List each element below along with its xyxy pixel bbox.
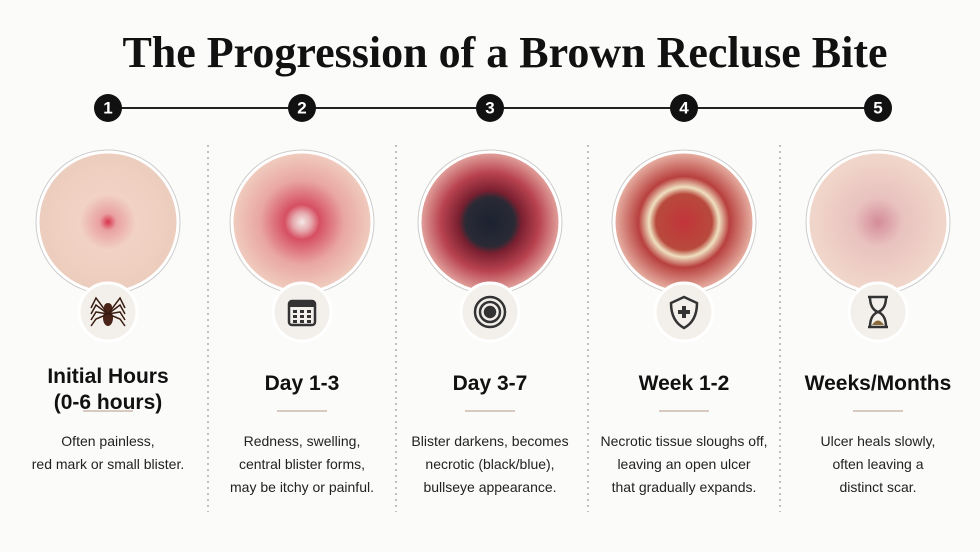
step-badge	[288, 94, 316, 122]
stage: 1 Initial Hours (0-6 hours) Often painless,…	[32, 94, 184, 472]
step-badge	[670, 94, 698, 122]
skin-photo	[418, 150, 562, 294]
stage: 3 Day 3-7 Blister darkens, becomes necrotic…	[411, 94, 569, 495]
calendar-top	[289, 301, 315, 307]
target-ring	[473, 295, 507, 329]
stage-heading: Day 1-3	[265, 372, 340, 395]
stage-heading: Weeks/Months	[805, 372, 952, 395]
stage-heading: Initial Hours	[47, 365, 168, 388]
calendar-day	[293, 310, 297, 313]
stage-description: Redness, swelling,	[244, 433, 361, 449]
stage-heading: (0-6 hours)	[54, 391, 163, 414]
shield-cross	[678, 306, 690, 318]
separators	[207, 145, 781, 512]
calendar-day	[300, 310, 304, 313]
spider-leg	[107, 296, 126, 315]
stage-heading: Week 1-2	[639, 372, 730, 395]
spider-leg	[90, 313, 109, 327]
calendar-day	[293, 320, 297, 323]
hourglass	[868, 295, 888, 329]
stage-description: red mark or small blister.	[32, 456, 184, 472]
stages: 1 Initial Hours (0-6 hours) Often painless,…	[32, 94, 952, 495]
skin-photo	[806, 150, 950, 294]
hourglass-sand	[872, 320, 884, 325]
stage-description: Necrotic tissue sloughs off,	[600, 433, 767, 449]
stage: 5 Weeks/Months Ulcer heals slowly, often le…	[805, 94, 952, 495]
skin-photo	[36, 150, 180, 294]
step-number: 4	[679, 99, 689, 118]
step-number: 3	[485, 99, 494, 118]
spider-leg	[107, 303, 126, 315]
step-number: 5	[873, 99, 882, 118]
spider-head	[104, 303, 112, 311]
stage-description: central blister forms,	[239, 456, 365, 472]
calendar-day	[300, 320, 304, 323]
target-ring	[483, 305, 497, 319]
calendar-day	[300, 315, 304, 318]
calendar-day	[307, 310, 311, 313]
calendar-day	[307, 315, 311, 318]
calendar-day	[293, 315, 297, 318]
spider-leg	[107, 313, 126, 327]
stage-description: necrotic (black/blue),	[425, 456, 554, 472]
spider-leg	[90, 303, 109, 315]
spider-leg	[90, 296, 109, 315]
stage-description: may be itchy or painful.	[230, 479, 374, 495]
stage: 4 Week 1-2 Necrotic tissue sloughs off, lea…	[600, 94, 768, 495]
skin-photo	[612, 150, 756, 294]
step-badge	[94, 94, 122, 122]
calendar-day	[307, 320, 311, 323]
stage-description: that gradually expands.	[612, 479, 757, 495]
step-number: 2	[297, 99, 306, 118]
title: The Progression of a Brown Recluse Bite	[122, 28, 887, 77]
stage-description: Blister darkens, becomes	[411, 433, 568, 449]
shield	[669, 295, 699, 330]
stage-heading: Day 3-7	[453, 372, 528, 395]
stage-description: distinct scar.	[839, 479, 916, 495]
stage: 2 Day 1-3 Redness, swelling, central bliste…	[229, 94, 375, 495]
stage-description: Often painless,	[61, 433, 154, 449]
stage-description: Ulcer heals slowly,	[821, 433, 936, 449]
stage-description: leaving an open ulcer	[617, 456, 750, 472]
stage-description: often leaving a	[832, 456, 923, 472]
stage-description: bullseye appearance.	[423, 479, 556, 495]
spider-leg	[107, 311, 126, 321]
step-badge	[476, 94, 504, 122]
spider-body	[103, 310, 113, 326]
skin-photo	[230, 150, 374, 294]
spider-leg	[90, 311, 109, 321]
step-badge	[864, 94, 892, 122]
step-number: 1	[103, 99, 112, 118]
target-ring	[478, 300, 502, 324]
